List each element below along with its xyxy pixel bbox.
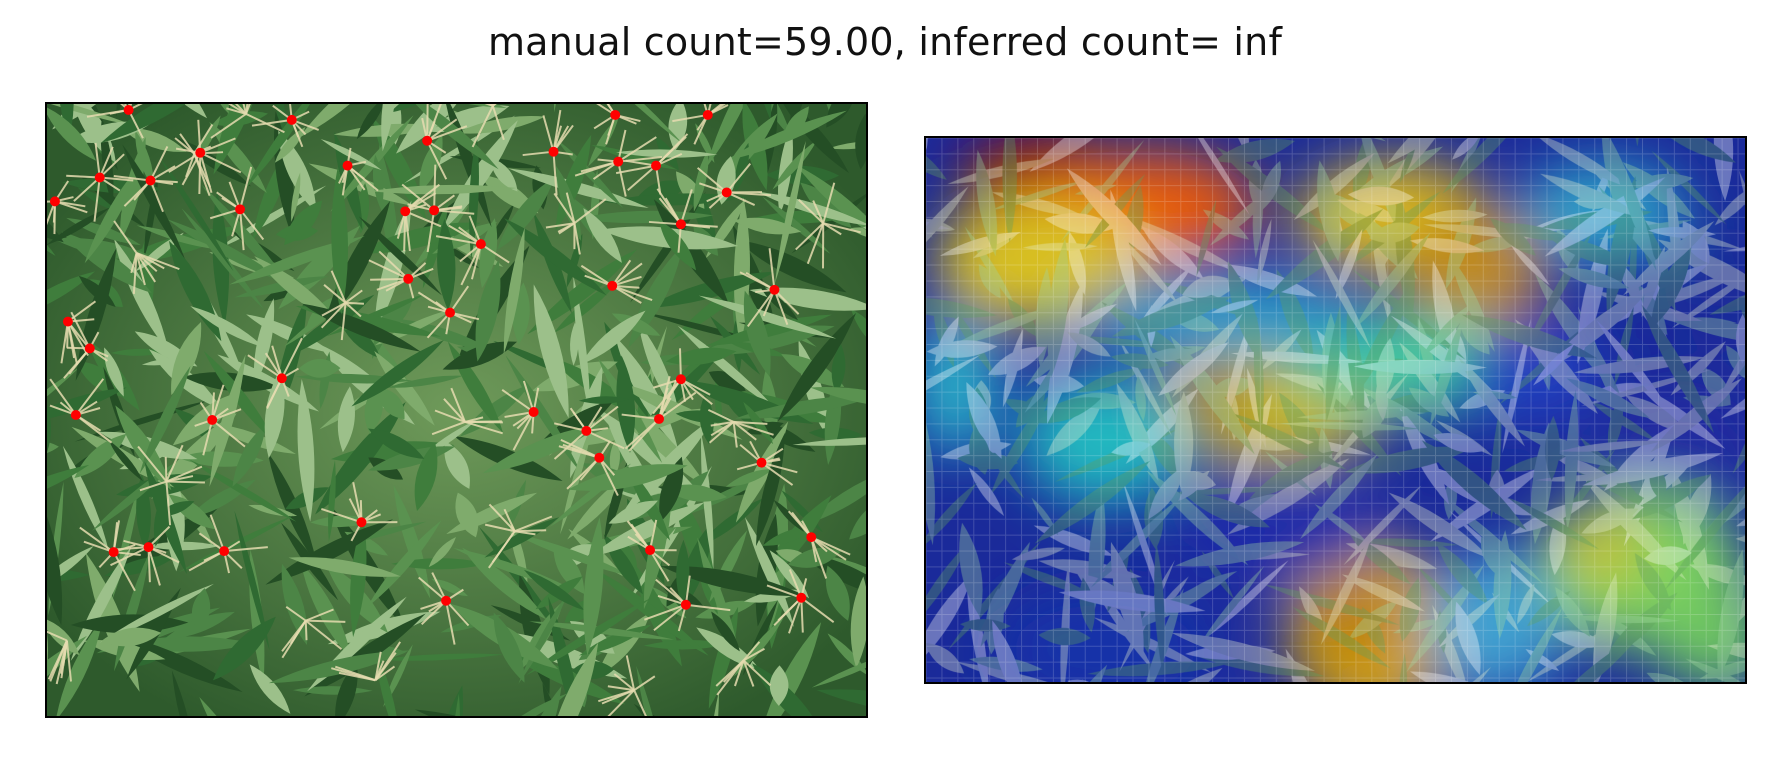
annotation-dot (613, 156, 624, 167)
figure-title: manual count=59.00, inferred count= inf (487, 20, 1283, 64)
annotation-dot (49, 196, 60, 207)
annotation-dot (403, 273, 414, 284)
annotation-dot (645, 545, 656, 556)
annotation-dot (195, 147, 206, 158)
annotation-dot (356, 517, 367, 528)
annotation-dot (143, 542, 154, 553)
heatmap-grid (926, 138, 1745, 682)
annotation-dot (276, 373, 287, 384)
annotation-dot (429, 205, 440, 216)
annotation-dot (219, 546, 230, 557)
annotation-dot (756, 457, 767, 468)
annotation-dots (49, 104, 817, 610)
annotation-dot (400, 206, 411, 217)
annotation-dot (654, 413, 664, 424)
annotation-dot (702, 109, 713, 120)
annotation-dot (594, 452, 605, 463)
foliage-overlay (926, 138, 1745, 682)
annotation-dot (528, 407, 539, 417)
annotation-dot (145, 175, 156, 186)
annotation-dot (286, 114, 297, 125)
annotation-dot (445, 307, 456, 318)
annotation-dot (70, 410, 81, 420)
foliage-layer (47, 104, 866, 716)
annotation-dot (675, 374, 686, 385)
annotation-dot (796, 592, 807, 603)
density-heatmap-overlay (926, 138, 1745, 682)
annotation-dot (342, 160, 353, 171)
annotation-dot (769, 284, 780, 295)
annotation-dot (610, 109, 621, 120)
annotation-dot (675, 219, 686, 230)
heatmap-image-panel (924, 136, 1747, 684)
annotation-dot (94, 172, 105, 183)
annotation-dot (62, 316, 73, 327)
annotation-dot (422, 135, 433, 146)
annotation-dot (207, 414, 218, 425)
annotation-dot (235, 204, 246, 215)
annotated-image-panel (45, 102, 868, 718)
annotation-dot (108, 547, 119, 558)
annotation-dot (607, 280, 618, 291)
annotation-dot (806, 532, 817, 543)
annotation-dot (651, 160, 662, 171)
annotation-dot (548, 146, 559, 157)
annotation-dot (721, 187, 732, 198)
annotated-field-image (47, 104, 866, 716)
annotation-dot (581, 425, 592, 436)
annotation-dot (441, 595, 452, 606)
annotation-dot (680, 599, 691, 610)
annotation-dot (84, 343, 95, 354)
annotation-dot (475, 239, 486, 250)
annotation-dot (123, 104, 134, 115)
